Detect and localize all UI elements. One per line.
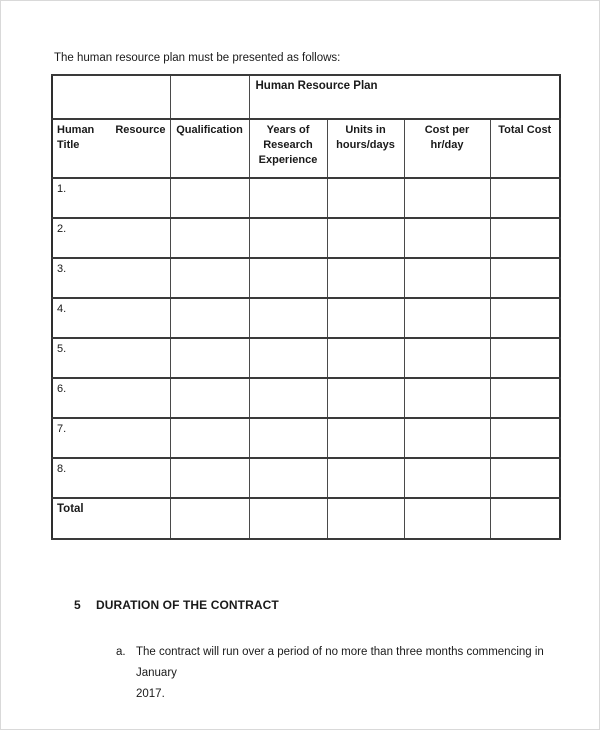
table-row-2: 2. xyxy=(51,217,561,259)
human-resource-plan-table: Human Resource Plan Human Resource Title… xyxy=(51,74,562,540)
total-label-cell: Total xyxy=(51,497,171,540)
table-row-3: 3. xyxy=(51,257,561,299)
row-number-cell: 1. xyxy=(51,177,171,219)
row-number-cell: 2. xyxy=(51,217,171,259)
row-number-cell: 8. xyxy=(51,457,171,499)
empty-cell xyxy=(169,74,250,120)
empty-cell xyxy=(489,417,561,459)
row-number-cell: 4. xyxy=(51,297,171,339)
empty-cell xyxy=(248,257,328,299)
section-number: 5 xyxy=(74,598,81,612)
empty-cell xyxy=(326,457,405,499)
col-header-units-in-hours-days: Units in hours/days xyxy=(326,118,405,179)
col-header-human-resource-title: Human Resource Title xyxy=(51,118,171,179)
row-number-cell: 3. xyxy=(51,257,171,299)
empty-cell xyxy=(326,337,405,379)
table-row-8: 8. xyxy=(51,457,561,499)
section-title: DURATION OF THE CONTRACT xyxy=(96,598,279,612)
empty-cell xyxy=(169,257,250,299)
row-number-cell: 6. xyxy=(51,377,171,419)
table-total-row: Total xyxy=(51,497,561,540)
empty-cell xyxy=(489,297,561,339)
empty-cell xyxy=(248,377,328,419)
empty-cell xyxy=(489,217,561,259)
empty-cell xyxy=(403,177,491,219)
empty-cell xyxy=(169,377,250,419)
empty-cell xyxy=(169,337,250,379)
empty-cell xyxy=(51,74,171,120)
col-header-qualification: Qualification xyxy=(169,118,250,179)
empty-cell xyxy=(169,177,250,219)
empty-cell xyxy=(403,457,491,499)
empty-cell xyxy=(169,417,250,459)
list-item-a: a. The contract will run over a period o… xyxy=(116,642,560,705)
table-row-7: 7. xyxy=(51,417,561,459)
empty-cell xyxy=(169,497,250,540)
empty-cell xyxy=(169,297,250,339)
row-number-cell: 7. xyxy=(51,417,171,459)
empty-cell xyxy=(248,217,328,259)
empty-cell xyxy=(403,257,491,299)
empty-cell xyxy=(489,377,561,419)
empty-cell xyxy=(248,417,328,459)
empty-cell xyxy=(403,497,491,540)
empty-cell xyxy=(403,377,491,419)
row-number-cell: 5. xyxy=(51,337,171,379)
empty-cell xyxy=(326,177,405,219)
empty-cell xyxy=(403,297,491,339)
empty-cell xyxy=(248,497,328,540)
empty-cell xyxy=(403,217,491,259)
empty-cell xyxy=(326,297,405,339)
table-row-4: 4. xyxy=(51,297,561,339)
empty-cell xyxy=(326,497,405,540)
empty-cell xyxy=(248,297,328,339)
empty-cell xyxy=(326,257,405,299)
empty-cell xyxy=(248,457,328,499)
table-row-6: 6. xyxy=(51,377,561,419)
col-header-cost-per-hr-day: Cost per hr/day xyxy=(403,118,491,179)
empty-cell xyxy=(248,337,328,379)
empty-cell xyxy=(489,497,561,540)
table-title-row: Human Resource Plan xyxy=(51,74,561,120)
section-heading: 5 DURATION OF THE CONTRACT xyxy=(74,598,279,613)
empty-cell xyxy=(489,457,561,499)
col-header-years-of-research-experience: Years of Research Experience xyxy=(248,118,328,179)
table-row-1: 1. xyxy=(51,177,561,219)
empty-cell xyxy=(403,417,491,459)
intro-text: The human resource plan must be presente… xyxy=(54,52,341,64)
list-item-text: The contract will run over a period of n… xyxy=(136,646,544,700)
empty-cell xyxy=(169,217,250,259)
empty-cell xyxy=(326,217,405,259)
empty-cell xyxy=(403,337,491,379)
empty-cell xyxy=(489,257,561,299)
empty-cell xyxy=(248,177,328,219)
empty-cell xyxy=(489,337,561,379)
list-item-marker: a. xyxy=(116,646,126,658)
table-title: Human Resource Plan xyxy=(248,74,561,120)
table-header-row: Human Resource Title Qualification Years… xyxy=(51,118,561,179)
empty-cell xyxy=(169,457,250,499)
table-row-5: 5. xyxy=(51,337,561,379)
col-header-total-cost: Total Cost xyxy=(489,118,561,179)
empty-cell xyxy=(326,377,405,419)
empty-cell xyxy=(326,417,405,459)
empty-cell xyxy=(489,177,561,219)
